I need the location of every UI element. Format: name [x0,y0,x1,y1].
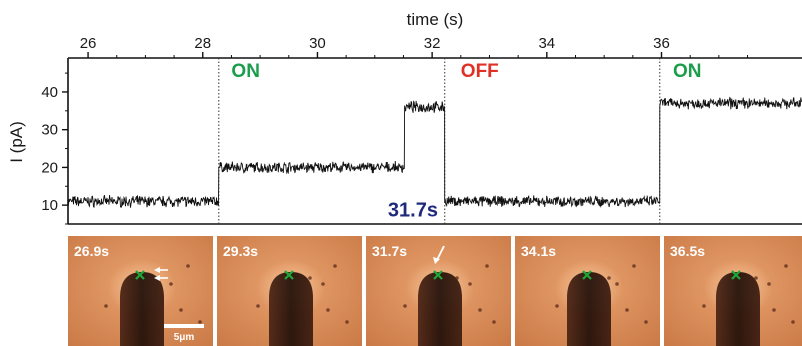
frame-content: 34.1s [515,236,660,346]
x-tick-label: 34 [538,35,555,52]
particle-dot [179,308,183,312]
microscopy-frame: 34.1s [515,236,660,346]
particle-dot [321,282,325,286]
particle-dot [455,276,459,280]
particle-dot [345,320,349,324]
state-label-on: ON [673,61,702,82]
frame-content: 29.3s [217,236,362,346]
frame-time-label: 29.3s [223,243,258,259]
pipette-tip [269,272,313,346]
particle-dot [403,304,407,308]
position-marker [731,270,741,280]
white-arrow [436,245,445,261]
particle-dot [308,276,312,280]
position-marker [284,270,294,280]
x-tick-label: 32 [424,35,441,52]
particle-dot [468,282,472,286]
particle-dot [702,304,706,308]
frame-content: 31.7s [366,236,511,346]
y-tick-label: 40 [41,84,58,101]
x-tick-label: 36 [653,35,670,52]
particle-dot [632,264,636,268]
microscopy-frame: 36.5s [664,236,802,346]
particle-dot [607,276,611,280]
y-tick-label: 20 [41,159,58,176]
particle-dot [326,308,330,312]
particle-dot [492,320,496,324]
frame-time-label: 26.9s [74,243,109,259]
state-label-on: ON [231,61,260,82]
pipette-tip [120,272,164,346]
current-trace-line [67,96,802,209]
state-label-off: OFF [461,61,499,82]
frame-time-label: 36.5s [670,243,705,259]
particle-dot [198,320,202,324]
time-annotation: 31.7s [388,199,438,221]
scale-bar-label: 5μm [174,332,195,343]
x-tick-label: 30 [309,35,326,52]
frame-content: 26.9s 5μm [68,236,213,346]
x-tick-label: 28 [194,35,211,52]
x-axis-label: time (s) [407,10,464,29]
particle-dot [104,304,108,308]
particle-dot [615,282,619,286]
white-arrow-head [154,275,160,281]
position-marker [582,270,592,280]
scale-bar [164,324,204,328]
particle-dot [485,264,489,268]
particle-dot [784,264,788,268]
particle-dot [754,276,758,280]
microscopy-frame: 31.7s [366,236,511,346]
pipette-tip [418,272,462,346]
position-marker [135,270,145,280]
x-tick-label: 26 [80,35,97,52]
particle-dot [478,308,482,312]
particle-dot [791,320,795,324]
particle-dot [644,320,648,324]
pipette-tip [716,272,760,346]
frame-time-label: 31.7s [372,243,407,259]
particle-dot [555,304,559,308]
y-tick-label: 10 [41,197,58,214]
frame-content: 36.5s [664,236,802,346]
particle-dot [333,264,337,268]
y-axis-label: I (pA) [7,121,26,163]
particle-dot [772,308,776,312]
white-arrow-head [433,257,440,264]
particle-dot [169,282,173,286]
frame-time-label: 34.1s [521,243,556,259]
particle-dot [767,282,771,286]
particle-dot [256,304,260,308]
position-marker [433,270,443,280]
pipette-tip [567,272,611,346]
y-tick-label: 30 [41,122,58,139]
microscopy-frame: 26.9s 5μm [68,236,213,346]
microscopy-frame: 29.3s [217,236,362,346]
particle-dot [186,264,190,268]
particle-dot [625,308,629,312]
white-arrow-head [154,267,160,273]
